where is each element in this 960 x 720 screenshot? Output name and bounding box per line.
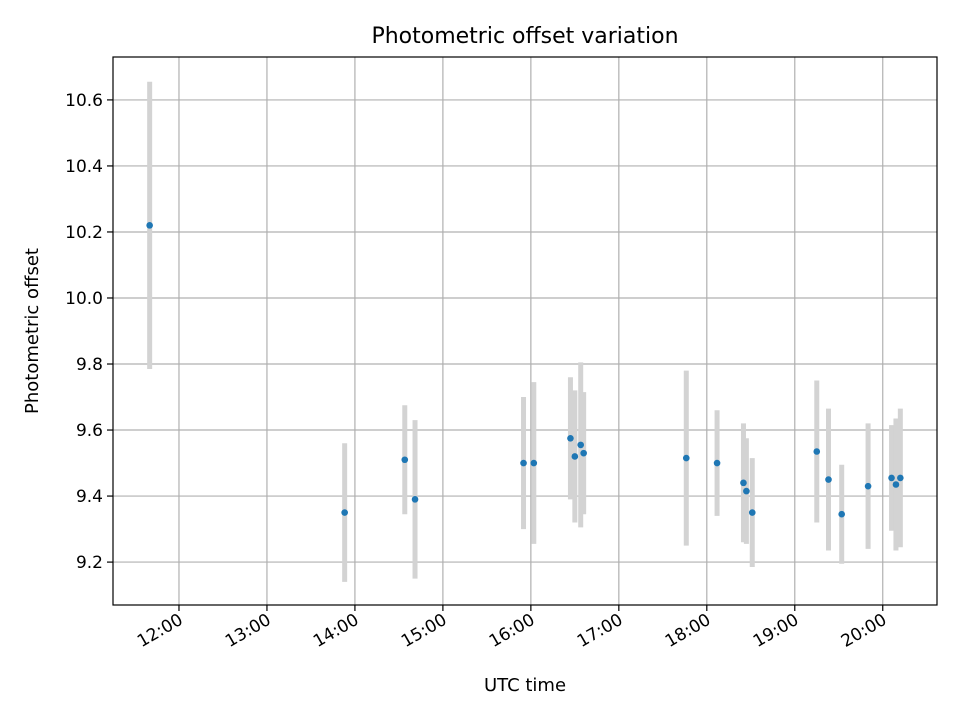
data-point — [864, 482, 872, 490]
x-tick-label: 16:00 — [486, 610, 538, 652]
data-point — [748, 509, 756, 516]
data-point — [897, 474, 904, 482]
data-point — [411, 496, 419, 503]
data-point — [146, 222, 153, 229]
data-point — [813, 448, 821, 455]
x-axis-label: UTC time — [484, 675, 566, 696]
data-point — [577, 441, 585, 449]
data-point — [892, 481, 900, 488]
data-point — [713, 459, 721, 467]
y-tick-label: 9.2 — [76, 553, 103, 573]
y-tick-label: 9.6 — [76, 421, 103, 441]
data-point — [341, 509, 348, 516]
data-point — [838, 510, 845, 518]
y-tick-label: 10.6 — [65, 91, 103, 111]
data-point — [567, 434, 574, 442]
data-point — [743, 487, 750, 495]
data-point — [520, 459, 527, 467]
data-point — [682, 454, 690, 462]
x-tick-label: 17:00 — [574, 610, 626, 652]
x-tick-label: 20:00 — [838, 610, 890, 652]
x-tick-label: 14:00 — [310, 610, 362, 652]
x-tick-label: 13:00 — [222, 610, 274, 652]
x-tick-label: 19:00 — [750, 610, 802, 652]
x-tick-label: 15:00 — [398, 610, 450, 652]
data-point — [825, 476, 832, 483]
y-axis-label: Photometric offset — [22, 248, 43, 414]
data-point — [740, 479, 747, 487]
error-bars — [147, 81, 903, 582]
data-point — [530, 459, 538, 467]
data-point — [580, 449, 587, 457]
y-tick-label: 9.4 — [76, 487, 103, 507]
plot-frame — [112, 56, 938, 606]
data-point — [888, 474, 895, 482]
axis-ticks: 12:00 13:00 14:00 15:00 16:00 17:00 18:00 19:00… — [65, 91, 890, 652]
x-tick-label: 18:00 — [662, 610, 714, 652]
y-tick-label: 10.0 — [65, 289, 103, 309]
chart-title: Photometric offset variation — [371, 24, 678, 49]
x-tick-label: 12:00 — [134, 610, 186, 652]
y-tick-label: 10.2 — [65, 223, 103, 243]
data-points — [146, 222, 904, 518]
grid — [113, 57, 937, 605]
data-point — [401, 456, 409, 464]
y-tick-label: 9.8 — [76, 355, 103, 375]
data-point — [571, 453, 579, 460]
y-tick-label: 10.4 — [65, 157, 103, 177]
